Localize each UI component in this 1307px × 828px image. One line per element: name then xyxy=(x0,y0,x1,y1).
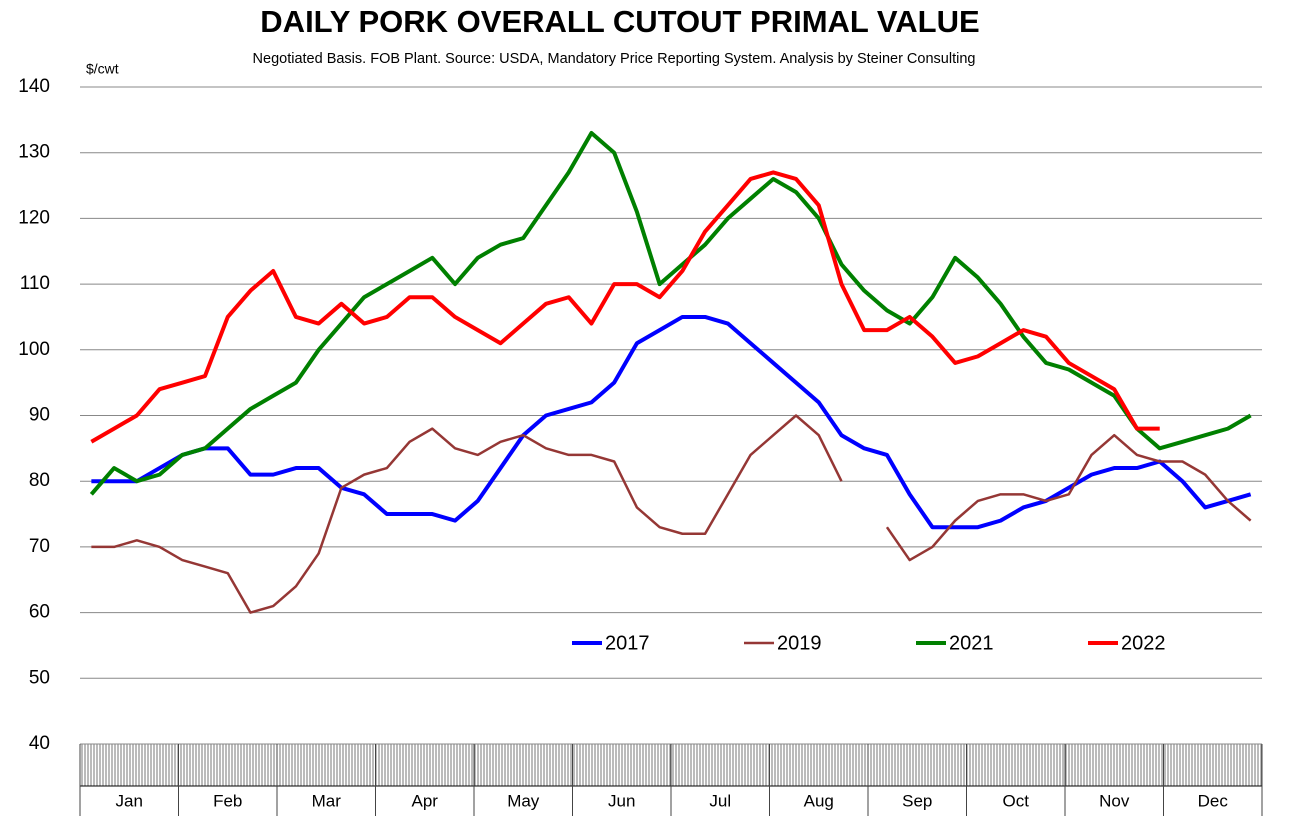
y-tick-label: 140 xyxy=(18,76,50,97)
x-tick-label: Nov xyxy=(1099,791,1130,810)
x-tick-label: Aug xyxy=(804,791,834,810)
y-tick-label: 70 xyxy=(29,536,50,557)
y-tick-label: 120 xyxy=(18,207,50,228)
legend-label: 2017 xyxy=(605,632,650,654)
x-tick-label: Apr xyxy=(412,791,439,810)
y-axis-label: $/cwt xyxy=(86,61,119,77)
series-line xyxy=(90,170,1160,444)
legend-label: 2021 xyxy=(949,632,994,654)
legend-label: 2019 xyxy=(777,632,822,654)
x-tick-label: Jul xyxy=(709,791,731,810)
series-line xyxy=(89,130,1252,496)
x-tick-label: Sep xyxy=(902,791,932,810)
x-tick-label: Oct xyxy=(1003,791,1030,810)
y-tick-label: 60 xyxy=(29,602,50,623)
y-tick-label: 100 xyxy=(18,339,50,360)
chart-title: DAILY PORK OVERALL CUTOUT PRIMAL VALUE xyxy=(260,4,979,39)
y-tick-label: 130 xyxy=(18,142,50,163)
chart-subtitle: Negotiated Basis. FOB Plant. Source: USD… xyxy=(253,51,976,67)
series-line xyxy=(91,414,843,614)
y-tick-label: 80 xyxy=(29,470,50,491)
x-tick-label: Jun xyxy=(608,791,635,810)
x-tick-label: May xyxy=(507,791,540,810)
x-tick-label: Feb xyxy=(213,791,242,810)
series-line xyxy=(91,314,1252,530)
y-tick-label: 90 xyxy=(29,405,50,426)
y-tick-label: 50 xyxy=(29,667,50,688)
series-line xyxy=(885,433,1252,562)
x-tick-label: Jan xyxy=(116,791,143,810)
y-tick-label: 110 xyxy=(20,273,50,294)
y-tick-label: 40 xyxy=(29,733,50,754)
x-tick-label: Dec xyxy=(1198,791,1229,810)
legend-label: 2022 xyxy=(1121,632,1166,654)
x-tick-label: Mar xyxy=(312,791,342,810)
